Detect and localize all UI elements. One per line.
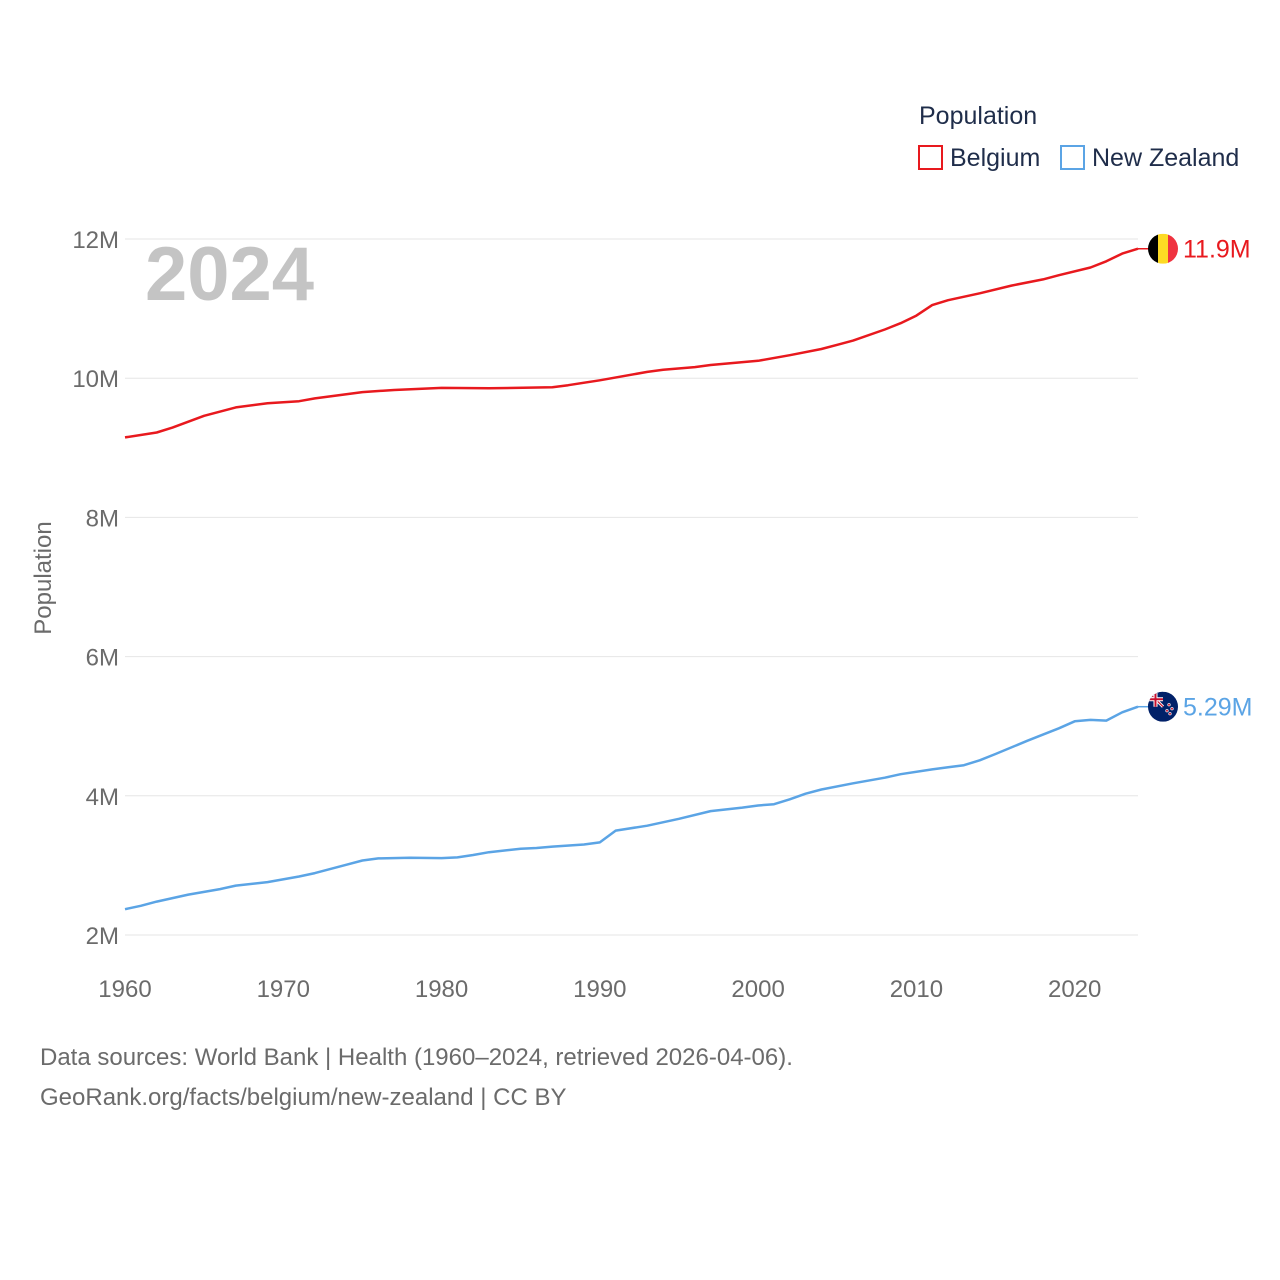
x-tick-label: 1970: [257, 976, 310, 1003]
series-end-markers: 11.9M 5.29M: [1138, 233, 1252, 722]
x-tick-label: 1980: [415, 976, 468, 1003]
legend-item-belgium[interactable]: Belgium: [918, 144, 1040, 172]
gridlines: [125, 238, 1138, 936]
end-value-label-new-zealand: 5.29M: [1183, 694, 1252, 722]
y-tick-label: 6M: [86, 645, 119, 672]
legend-swatch-new-zealand: [1060, 145, 1085, 170]
y-axis-label: Population: [30, 521, 57, 634]
end-value-label-belgium: 11.9M: [1183, 236, 1251, 264]
legend-label-new-zealand: New Zealand: [1092, 144, 1239, 172]
x-tick-label: 1990: [573, 976, 626, 1003]
series-line-new-zealand: [124, 705, 1139, 911]
series-line-belgium: [124, 247, 1139, 439]
belgium-flag-icon: [1148, 233, 1178, 264]
y-tick-label: 8M: [86, 505, 119, 532]
y-tick-label: 12M: [72, 227, 119, 254]
new-zealand-flag-icon: [1148, 691, 1178, 722]
footer-sources: Data sources: World Bank | Health (1960–…: [40, 1044, 793, 1071]
x-tick-label: 2010: [890, 976, 943, 1003]
series-lines: [124, 247, 1139, 911]
x-axis-ticks: 1960 1970 1980 1990 2000 2010 2020: [98, 976, 1101, 1003]
legend-swatch-belgium: [918, 145, 943, 170]
legend-label-belgium: Belgium: [950, 144, 1040, 172]
y-axis-ticks: 2M 4M 6M 8M 10M 12M: [72, 227, 119, 950]
legend: Population Belgium New Zealand: [918, 102, 1239, 172]
legend-item-new-zealand[interactable]: New Zealand: [1060, 144, 1239, 172]
x-tick-label: 2000: [731, 976, 784, 1003]
x-tick-label: 1960: [98, 976, 151, 1003]
year-label: 2024: [145, 232, 314, 317]
legend-title: Population: [919, 102, 1037, 130]
y-tick-label: 10M: [72, 366, 119, 393]
footer-attribution: GeoRank.org/facts/belgium/new-zealand | …: [40, 1084, 567, 1111]
x-tick-label: 2020: [1048, 976, 1101, 1003]
y-tick-label: 2M: [86, 923, 119, 950]
y-tick-label: 4M: [86, 784, 119, 811]
